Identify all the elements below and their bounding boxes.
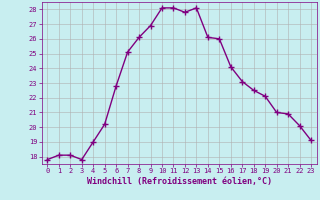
X-axis label: Windchill (Refroidissement éolien,°C): Windchill (Refroidissement éolien,°C)	[87, 177, 272, 186]
